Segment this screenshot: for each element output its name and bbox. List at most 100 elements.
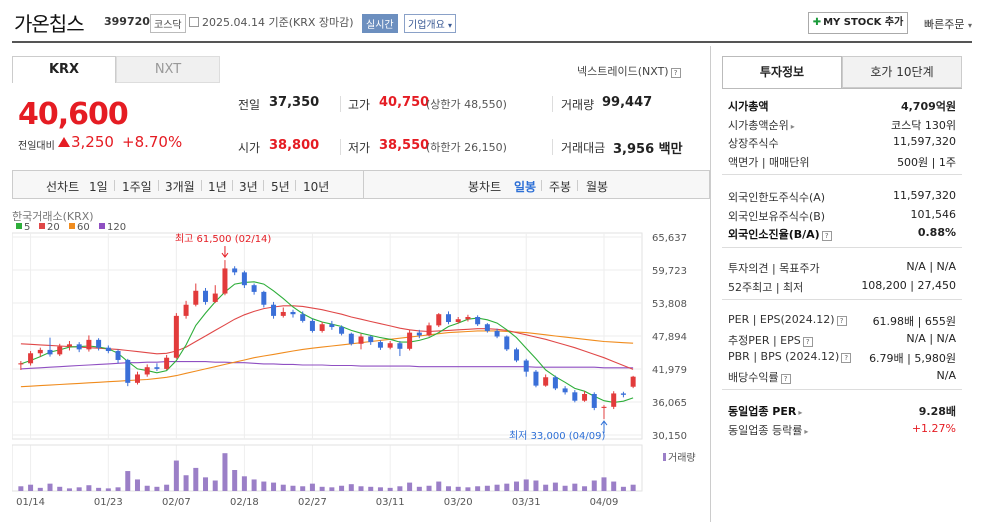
chevron-right-icon: ▸ (790, 121, 795, 131)
info-row-value: 코스닥 130위 (891, 118, 956, 132)
x-tick-label: 03/31 (512, 497, 541, 508)
period-3m[interactable]: 3개월 (165, 180, 195, 194)
info-row-value: N/A | N/A (906, 331, 956, 345)
x-tick-label: 02/07 (162, 497, 191, 508)
help-icon[interactable]: ? (802, 336, 813, 347)
volume-bar (426, 485, 432, 491)
info-row-label: 외국인보유주식수(B) (728, 209, 826, 223)
candle-monthly[interactable]: 월봉 (586, 180, 609, 194)
tab-orderbook[interactable]: 호가 10단계 (842, 56, 962, 88)
candle-body (261, 291, 267, 305)
candle-daily[interactable]: 일봉 (514, 180, 537, 194)
info-row: 상장주식수 11,597,320 (728, 135, 956, 151)
quick-order-label: 빠른주문 (924, 18, 965, 31)
realtime-button[interactable]: 실시간 (362, 14, 398, 33)
info-row-value: N/A (936, 368, 956, 382)
candle-body (47, 349, 53, 355)
mystock-add-button[interactable]: ✚ MY STOCK 추가 (808, 12, 908, 34)
volume-bar (66, 488, 72, 491)
candle-body (611, 393, 617, 407)
info-row-label: 동일업종 등락률 (728, 423, 803, 437)
panel-divider (710, 46, 711, 522)
nxt-link[interactable]: 넥스트레이드(NXT)? (577, 63, 681, 79)
info-row[interactable]: 동일업종 등락률 ▸ +1.27% (728, 422, 956, 438)
help-icon[interactable]: ? (780, 373, 791, 384)
candle-body (290, 311, 296, 315)
volume-bar (552, 482, 558, 491)
candle-body (455, 319, 461, 323)
quick-order-button[interactable]: 빠른주문 ▾ (924, 16, 972, 32)
info-row-label: 상장주식수 (728, 137, 779, 150)
volume-frame (12, 444, 643, 492)
candle-body (212, 293, 218, 302)
date-info: 2025.04.14 기준(KRX 장마감) (189, 14, 354, 30)
line-chart-button[interactable]: 선차트 (46, 180, 80, 194)
volume-bar (319, 486, 325, 491)
volume-bar (300, 486, 306, 491)
candle-body (630, 376, 636, 387)
y-tick-label: 36,065 (652, 398, 687, 409)
candle-body (436, 314, 442, 326)
help-icon[interactable]: ? (670, 68, 681, 78)
x-axis-ticks: 01/14 01/23 02/07 02/18 02/27 03/11 03/20 03/31… (16, 497, 618, 508)
info-row[interactable]: 동일업종 PER ▸ 9.28배 (728, 403, 956, 419)
legend-label: 120 (107, 222, 126, 233)
candle-body (241, 272, 247, 286)
candle-body (475, 316, 481, 325)
y-tick-label: 65,637 (652, 233, 687, 244)
info-row[interactable]: 시가총액순위 ▸ 코스닥 130위 (728, 117, 956, 133)
candle-body (329, 324, 335, 328)
period-1y[interactable]: 1년 (208, 180, 227, 194)
tab-krx[interactable]: KRX (12, 56, 116, 83)
candle-chart-button[interactable]: 봉차트 (468, 180, 502, 194)
candle-body (562, 388, 568, 393)
candle-body (445, 314, 451, 323)
price-chart[interactable]: 한국거래소(KRX) 5 20 60 120 65,637 59,723 53,808 47… (12, 205, 710, 517)
amount-value: 3,956 백만 (613, 142, 683, 157)
volume-bar (416, 486, 422, 491)
tab-investment-info[interactable]: 투자정보 (722, 56, 842, 88)
help-icon[interactable]: ? (821, 231, 832, 241)
candle-body (339, 327, 345, 334)
volume-bars (18, 453, 636, 491)
ma20-line (20, 305, 634, 370)
chart-toolbar: 선차트 1일 1주일 3개월 1년 3년 5년 10년 봉차트 일봉 주봉 월봉 (12, 170, 710, 199)
candle-body (105, 347, 111, 352)
tab-nxt[interactable]: NXT (116, 56, 220, 83)
candle-weekly[interactable]: 주봉 (549, 180, 572, 194)
candle-body (164, 357, 170, 369)
volume-bar (125, 471, 131, 491)
candle-body (300, 314, 306, 321)
volume-bar (105, 488, 111, 491)
y-tick-label: 53,808 (652, 299, 687, 310)
candle-body (271, 304, 277, 316)
period-10y[interactable]: 10년 (303, 180, 330, 194)
current-price: 40,600 (18, 97, 129, 132)
open-label: 시가 (238, 141, 261, 155)
market-badge: 코스닥 (150, 14, 186, 33)
change-percent: +8.70% (122, 133, 183, 151)
corp-overview-dropdown[interactable]: 기업개요 ▾ (404, 14, 457, 33)
info-row-label: 액면가 | 매매단위 (728, 155, 810, 169)
period-5y[interactable]: 5년 (271, 180, 290, 194)
header-divider (12, 41, 972, 43)
volume-bar (465, 487, 471, 491)
legend-swatch (39, 223, 45, 229)
legend-label: 5 (24, 222, 30, 233)
info-row: 배당수익률? N/A (728, 369, 956, 385)
help-icon[interactable]: ? (841, 353, 852, 363)
period-1d[interactable]: 1일 (89, 180, 108, 194)
info-row: PER | EPS(2024.12)? 61.98배 | 655원 (728, 313, 956, 328)
candle-body (416, 332, 422, 336)
volume-bar (37, 487, 43, 491)
volume-bar (212, 480, 218, 491)
volume-bar (591, 480, 597, 491)
volume-bar (358, 486, 364, 491)
y-tick-label: 59,723 (652, 266, 687, 277)
candle-body (494, 330, 500, 337)
period-3y[interactable]: 3년 (239, 180, 258, 194)
candle-body (582, 393, 588, 401)
help-icon[interactable]: ? (836, 316, 847, 326)
period-1w[interactable]: 1주일 (122, 180, 152, 194)
volume-bar (86, 485, 92, 491)
